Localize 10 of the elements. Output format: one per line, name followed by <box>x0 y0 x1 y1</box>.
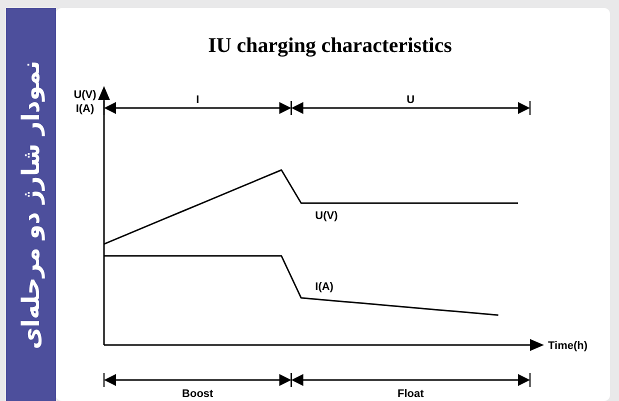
x-axis-title: Time(h) <box>548 340 588 352</box>
text: Boost <box>182 388 214 400</box>
text: U <box>406 94 415 106</box>
series-label: I(A) <box>315 280 334 293</box>
text: نمودار شارژ دو مرحله‌ای <box>17 60 45 350</box>
chart-title: IU charging characteristics <box>208 33 452 57</box>
text: U(V) I(A) <box>74 89 97 115</box>
series-label: U(V) <box>315 210 338 222</box>
text: I <box>196 94 200 106</box>
text: Float <box>398 388 424 400</box>
